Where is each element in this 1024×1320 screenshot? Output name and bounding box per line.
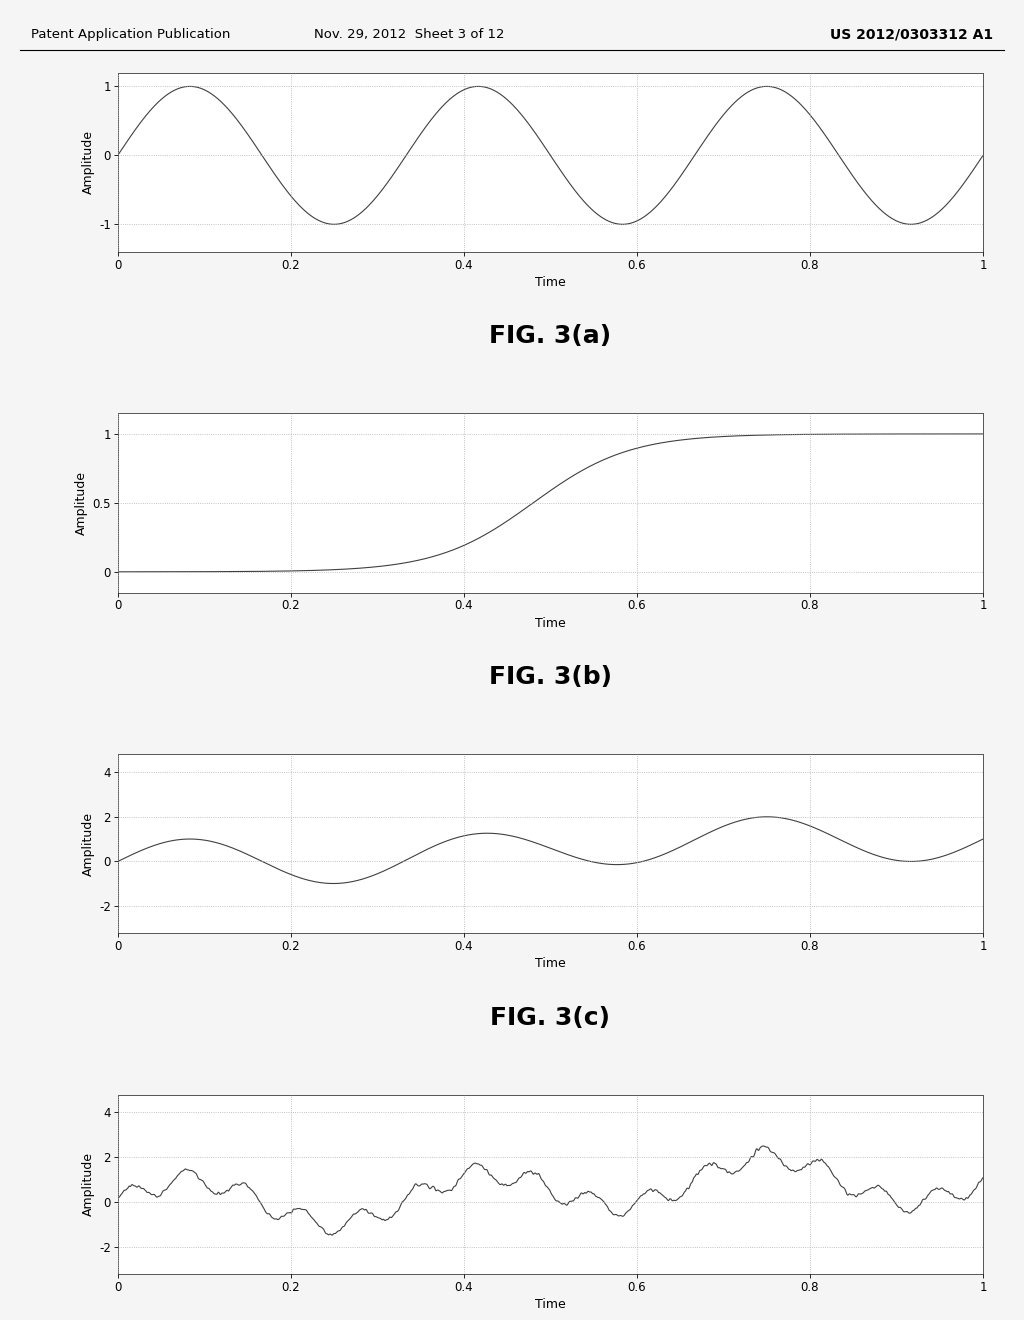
Text: FIG. 3(b): FIG. 3(b) — [488, 665, 612, 689]
Y-axis label: Amplitude: Amplitude — [75, 471, 88, 535]
Text: US 2012/0303312 A1: US 2012/0303312 A1 — [830, 28, 993, 42]
Y-axis label: Amplitude: Amplitude — [82, 1152, 95, 1216]
Y-axis label: Amplitude: Amplitude — [82, 812, 95, 875]
X-axis label: Time: Time — [535, 276, 566, 289]
X-axis label: Time: Time — [535, 957, 566, 970]
Text: FIG. 3(c): FIG. 3(c) — [490, 1006, 610, 1030]
Text: Nov. 29, 2012  Sheet 3 of 12: Nov. 29, 2012 Sheet 3 of 12 — [314, 28, 505, 41]
Y-axis label: Amplitude: Amplitude — [82, 131, 95, 194]
X-axis label: Time: Time — [535, 1298, 566, 1311]
Text: FIG. 3(a): FIG. 3(a) — [489, 325, 611, 348]
Text: Patent Application Publication: Patent Application Publication — [31, 28, 230, 41]
X-axis label: Time: Time — [535, 616, 566, 630]
